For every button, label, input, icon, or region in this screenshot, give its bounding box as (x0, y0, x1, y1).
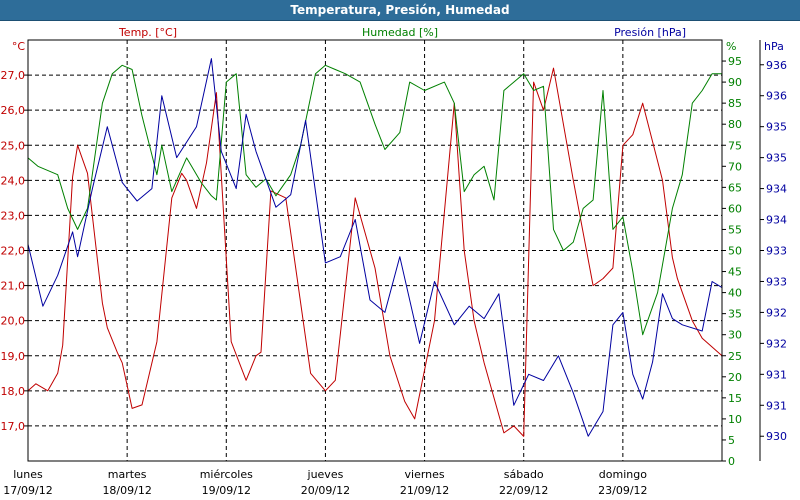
humidity-tick-label: 95 (728, 55, 742, 68)
humidity-tick-label: 50 (728, 245, 742, 258)
humidity-tick-label: 35 (728, 308, 742, 321)
pressure-tick-label: 932 (766, 306, 787, 319)
pressure-tick-label: 934 (766, 183, 787, 196)
pressure-line (27, 58, 723, 437)
x-tick-date: 17/09/12 (3, 484, 52, 497)
humidity-tick-label: 90 (728, 76, 742, 89)
humidity-tick-label: 15 (728, 392, 742, 405)
window-title: Temperatura, Presión, Humedad (290, 3, 510, 17)
pressure-tick-label: 932 (766, 337, 787, 350)
humidity-series-title: Humedad [%] (362, 26, 438, 39)
temp-tick-label: 27,0 (1, 69, 26, 82)
humidity-tick-label: 30 (728, 329, 742, 342)
humidity-tick-label: 60 (728, 202, 742, 215)
temp-tick-label: 18,0 (1, 385, 26, 398)
humidity-tick-label: 85 (728, 97, 742, 110)
temp-tick-label: 21,0 (1, 280, 26, 293)
pressure-tick-label: 931 (766, 368, 787, 381)
humidity-tick-label: 20 (728, 371, 742, 384)
pressure-series-title: Presión [hPa] (614, 26, 686, 39)
title-bar: Temperatura, Presión, Humedad (0, 0, 800, 21)
temp-unit-label: °C (12, 40, 26, 53)
pressure-tick-label: 936 (766, 59, 787, 72)
pressure-tick-label: 935 (766, 152, 787, 165)
grid-lines (28, 40, 722, 461)
humidity-tick-label: 0 (728, 455, 735, 468)
x-tick-day: lunes (13, 468, 43, 481)
pressure-tick-label: 933 (766, 245, 787, 258)
x-tick-day: jueves (307, 468, 344, 481)
temp-tick-label: 25,0 (1, 139, 26, 152)
axes-layer: lunes 17/09/12 martes 18/09/12 miércoles 19/0… (1, 26, 788, 497)
temp-tick-label: 22,0 (1, 245, 26, 258)
x-tick-day: viernes (405, 468, 445, 481)
pressure-tick-label: 930 (766, 430, 787, 443)
pressure-unit-label: hPa (764, 40, 784, 53)
temperature-line (27, 67, 723, 437)
x-tick-date: 19/09/12 (202, 484, 251, 497)
humidity-line (27, 64, 722, 336)
temp-series-title: Temp. [°C] (118, 26, 177, 39)
pressure-tick-label: 933 (766, 275, 787, 288)
series-layer (27, 58, 723, 437)
humidity-tick-label: 55 (728, 223, 742, 236)
humidity-tick-label: 25 (728, 350, 742, 363)
humidity-tick-label: 10 (728, 413, 742, 426)
temp-tick-label: 23,0 (1, 209, 26, 222)
x-tick-day: miércoles (200, 468, 253, 481)
pressure-tick-label: 936 (766, 90, 787, 103)
humidity-tick-label: 40 (728, 287, 742, 300)
humidity-tick-label: 5 (728, 434, 735, 447)
x-tick-date: 22/09/12 (499, 484, 548, 497)
x-tick-date: 20/09/12 (301, 484, 350, 497)
humidity-tick-label: 70 (728, 160, 742, 173)
temp-tick-label: 20,0 (1, 315, 26, 328)
x-tick-date: 23/09/12 (598, 484, 647, 497)
humidity-tick-label: 45 (728, 266, 742, 279)
temp-tick-label: 17,0 (1, 420, 26, 433)
temp-tick-label: 26,0 (1, 104, 26, 117)
temp-tick-label: 24,0 (1, 174, 26, 187)
temp-tick-label: 19,0 (1, 350, 26, 363)
x-tick-date: 21/09/12 (400, 484, 449, 497)
x-tick-date: 18/09/12 (102, 484, 151, 497)
x-tick-day: martes (108, 468, 147, 481)
pressure-tick-label: 935 (766, 121, 787, 134)
plot-frame (27, 39, 723, 462)
chart-area: lunes 17/09/12 martes 18/09/12 miércoles 19/0… (1, 26, 788, 497)
humidity-tick-label: 75 (728, 139, 742, 152)
pressure-tick-label: 934 (766, 214, 787, 227)
humidity-tick-label: 65 (728, 181, 742, 194)
x-tick-day: sábado (504, 468, 544, 481)
humidity-tick-label: 80 (728, 118, 742, 131)
pressure-tick-label: 931 (766, 399, 787, 412)
x-tick-day: domingo (599, 468, 647, 481)
humidity-unit-label: % (726, 40, 736, 53)
